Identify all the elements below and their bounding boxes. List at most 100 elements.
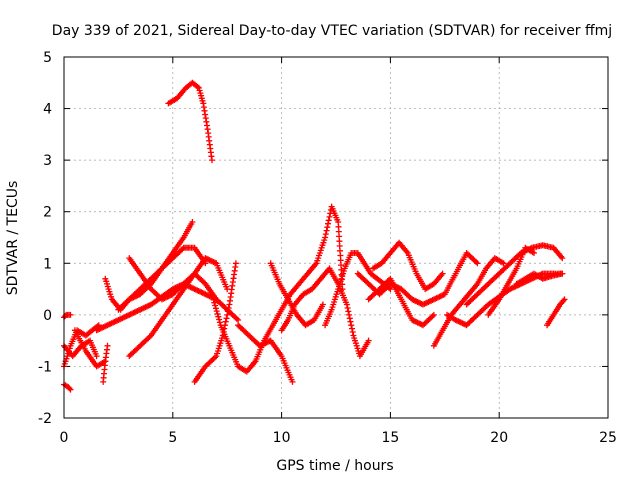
data-point	[215, 313, 222, 320]
data-point	[222, 318, 229, 325]
data-point	[346, 311, 353, 318]
axis-ticks	[63, 56, 609, 419]
data-point	[559, 270, 566, 277]
data-point	[347, 318, 354, 325]
data-point	[209, 157, 215, 164]
y-tick-label: 0	[43, 308, 52, 324]
data-point	[326, 213, 333, 220]
gridlines	[64, 57, 608, 418]
series-s26	[485, 244, 537, 318]
data-point	[507, 286, 514, 293]
data-point	[346, 315, 353, 322]
data-point	[324, 224, 331, 231]
data-point	[500, 260, 507, 267]
chart-title: Day 339 of 2021, Sidereal Day-to-day VTE…	[52, 23, 612, 39]
data-point	[189, 219, 196, 225]
series-s23	[430, 255, 507, 349]
data-point	[319, 301, 326, 308]
data-point	[119, 315, 126, 322]
data-point	[409, 317, 416, 323]
data-point	[67, 386, 74, 393]
data-point	[559, 255, 566, 262]
data-point	[67, 311, 74, 318]
data-point	[225, 305, 232, 311]
data-point	[416, 299, 422, 306]
y-tick-label: 1	[43, 256, 52, 272]
x-tick-label: 25	[599, 430, 617, 446]
data-point	[429, 313, 436, 320]
data-point	[474, 260, 481, 267]
data-point	[211, 299, 218, 306]
data-point	[422, 300, 429, 307]
data-marks	[61, 79, 568, 393]
data-point	[210, 296, 217, 303]
data-point	[202, 111, 209, 118]
series-s28	[544, 296, 568, 329]
data-point	[459, 320, 466, 327]
series-s13	[191, 260, 239, 385]
data-point	[212, 305, 219, 312]
series-s1	[165, 79, 215, 164]
data-point	[224, 311, 231, 318]
data-point	[531, 250, 537, 256]
series-s8	[102, 219, 196, 313]
data-point	[289, 378, 296, 385]
data-point	[205, 292, 212, 299]
data-point	[322, 234, 329, 241]
data-point	[116, 316, 123, 323]
data-point	[473, 259, 480, 265]
data-point	[439, 270, 446, 277]
data-point	[325, 217, 332, 224]
data-point	[343, 301, 350, 308]
data-point	[322, 231, 329, 238]
data-point	[194, 83, 201, 90]
series-s7	[100, 342, 111, 385]
x-tick-label: 20	[490, 430, 508, 446]
series-s2	[61, 381, 74, 393]
x-axis-label: GPS time / hours	[276, 458, 393, 474]
data-point	[187, 284, 194, 291]
data-point	[348, 322, 355, 329]
data-point	[216, 319, 223, 326]
series-s22	[365, 275, 437, 329]
data-point	[209, 291, 215, 298]
data-point	[212, 302, 219, 309]
data-point	[456, 318, 463, 325]
series-s10	[115, 244, 209, 313]
x-tick-label: 0	[60, 430, 69, 446]
data-point	[93, 353, 100, 360]
data-point	[325, 220, 331, 227]
data-point	[144, 303, 150, 310]
data-point	[344, 305, 351, 311]
data-point	[214, 310, 221, 317]
series-s21	[370, 239, 446, 293]
data-point	[99, 324, 106, 331]
data-point	[207, 257, 214, 264]
data-point	[349, 329, 356, 335]
data-point	[223, 315, 230, 322]
data-point	[104, 342, 111, 349]
tick-labels: 0 5 10 15 20 25 -2 -1 0 1 2 3 4 5	[38, 50, 617, 446]
series-s3	[61, 311, 74, 321]
data-point	[561, 296, 568, 303]
y-axis-label: SDTVAR / TECUs	[5, 181, 21, 296]
series-s17	[267, 260, 326, 329]
data-point	[452, 317, 459, 323]
data-point	[224, 308, 231, 315]
data-point	[126, 311, 133, 318]
data-point	[209, 294, 216, 300]
data-point	[205, 256, 212, 263]
data-point	[110, 319, 116, 326]
y-tick-label: 3	[43, 153, 52, 169]
data-point	[365, 337, 372, 344]
series-s14	[209, 291, 259, 375]
data-point	[416, 320, 422, 327]
data-point	[235, 317, 242, 323]
series-s18	[278, 265, 372, 360]
data-point	[430, 311, 437, 318]
data-point	[560, 297, 567, 304]
data-point	[349, 325, 355, 332]
series-s27	[513, 270, 566, 287]
y-tick-label: 2	[43, 205, 52, 221]
